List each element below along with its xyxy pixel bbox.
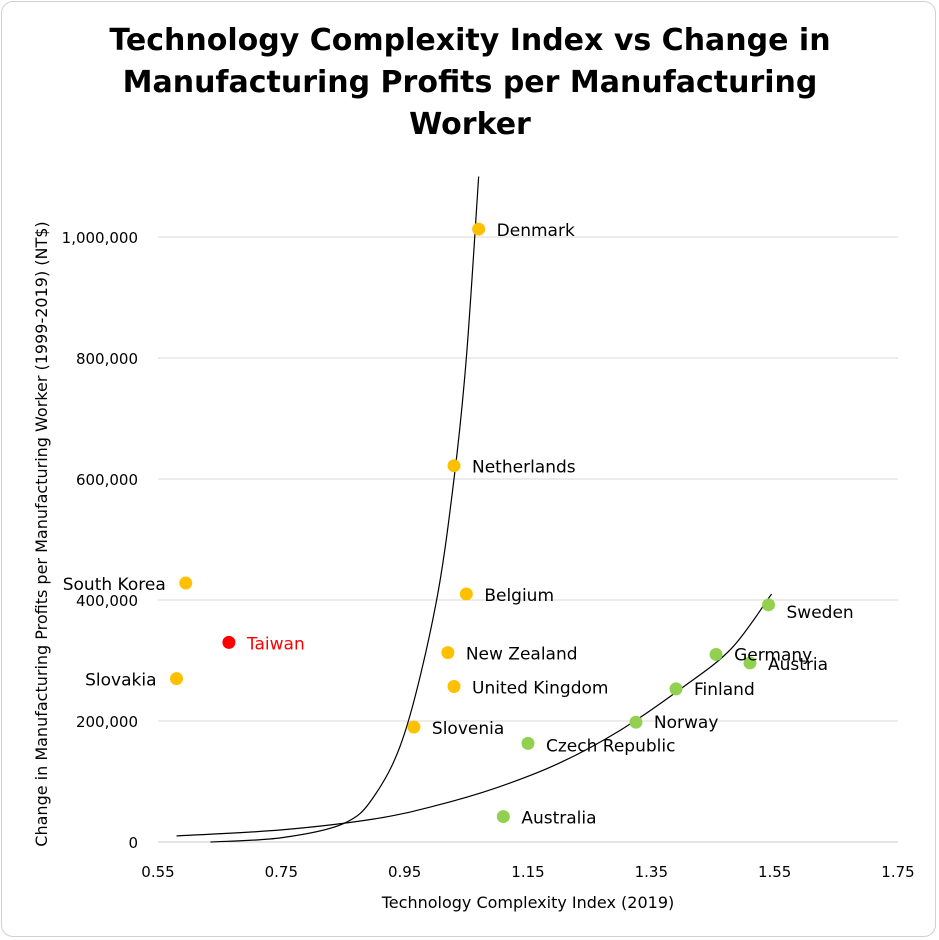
point-slovenia	[407, 720, 421, 734]
label-germany: Germany	[734, 645, 812, 665]
point-slovakia	[170, 672, 183, 686]
point-czech-republic	[521, 736, 535, 750]
trendlines	[176, 176, 773, 843]
x-tick-label: 0.95	[388, 863, 421, 881]
label-netherlands: Netherlands	[472, 458, 576, 478]
chart-title: Technology Complexity Index vs Change in…	[109, 23, 831, 142]
point-netherlands	[447, 459, 461, 473]
label-czech-republic: Czech Republic	[546, 736, 675, 756]
x-axis-ticks: 0.55 0.75 0.95 1.15 1.35 1.55 1.75	[141, 863, 914, 881]
point-taiwan	[222, 635, 236, 649]
x-tick-label: 0.55	[141, 863, 174, 881]
point-finland	[669, 682, 683, 696]
gridlines	[158, 236, 898, 843]
y-tick-label: 600,000	[76, 471, 138, 489]
trendline-gentle	[176, 593, 773, 837]
label-slovenia: Slovenia	[432, 719, 504, 739]
point-labels: Denmark Netherlands South Korea Belgium Taiw…	[63, 221, 854, 828]
point-australia	[496, 810, 510, 824]
label-taiwan: Taiwan	[246, 634, 305, 654]
label-belgium: Belgium	[484, 586, 554, 606]
y-tick-label: 200,000	[76, 713, 138, 731]
point-austria	[743, 656, 757, 670]
point-germany	[709, 647, 723, 661]
point-sweden	[762, 598, 775, 612]
point-belgium	[459, 587, 473, 601]
y-tick-label: 0	[128, 834, 138, 852]
label-australia: Australia	[521, 809, 596, 829]
label-united-kingdom: United Kingdom	[472, 679, 608, 699]
x-tick-label: 1.35	[635, 863, 668, 881]
x-tick-label: 1.55	[758, 863, 791, 881]
label-sweden: Sweden	[787, 603, 854, 623]
point-denmark	[472, 222, 486, 236]
label-norway: Norway	[654, 713, 719, 733]
point-new-zealand	[441, 646, 455, 660]
point-south-korea	[179, 576, 193, 590]
label-finland: Finland	[694, 680, 755, 700]
y-tick-label: 800,000	[76, 350, 138, 368]
trendline-steep	[210, 176, 480, 843]
label-denmark: Denmark	[497, 221, 575, 241]
y-axis-ticks: 0 200,000 400,000 600,000 800,000 1,000,000	[62, 229, 138, 852]
point-united-kingdom	[447, 680, 461, 694]
label-new-zealand: New Zealand	[466, 645, 578, 665]
label-slovakia: Slovakia	[85, 671, 156, 691]
data-points	[170, 222, 775, 824]
y-axis-label: Change in Manufacturing Profits per Manu…	[32, 221, 51, 846]
label-south-korea: South Korea	[63, 575, 166, 595]
x-axis-label: Technology Complexity Index (2019)	[381, 893, 675, 912]
x-tick-label: 1.15	[511, 863, 544, 881]
point-norway	[629, 715, 643, 729]
y-tick-label: 1,000,000	[62, 229, 138, 247]
x-tick-label: 0.75	[265, 863, 298, 881]
y-tick-label: 400,000	[76, 592, 138, 610]
label-austria: Austria	[768, 655, 828, 675]
x-tick-label: 1.75	[881, 863, 914, 881]
